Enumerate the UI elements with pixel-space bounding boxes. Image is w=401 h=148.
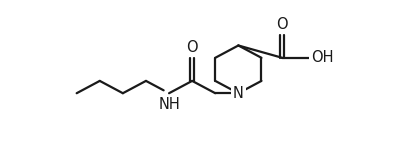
- Text: NH: NH: [158, 97, 180, 112]
- Text: O: O: [186, 40, 197, 55]
- Text: N: N: [232, 86, 243, 101]
- Text: OH: OH: [310, 50, 332, 65]
- Text: O: O: [276, 17, 288, 32]
